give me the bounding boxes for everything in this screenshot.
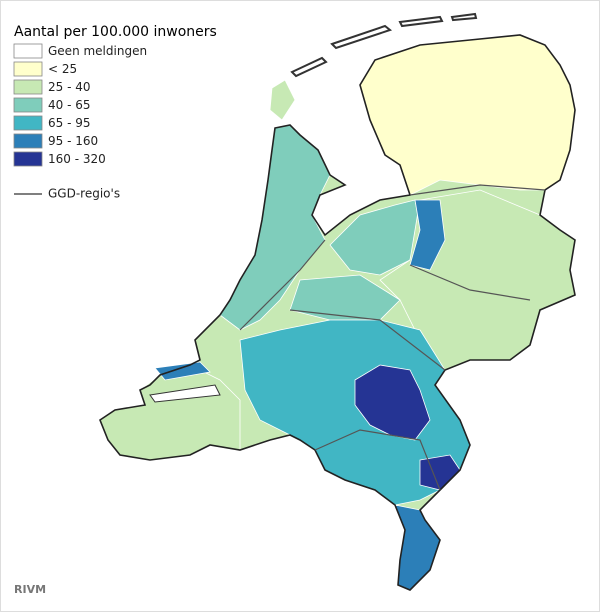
legend-swatch bbox=[13, 97, 43, 113]
wadden-island bbox=[450, 12, 478, 22]
legend-swatch bbox=[13, 133, 43, 149]
central-brabant bbox=[354, 364, 431, 441]
netherlands-map bbox=[99, 12, 576, 591]
ggd-boundary bbox=[239, 239, 326, 331]
map-title: Aantal per 100.000 inwoners bbox=[14, 24, 217, 40]
ggd-boundary bbox=[289, 309, 446, 371]
wadden-island bbox=[290, 56, 328, 78]
legend-label: 95 - 160 bbox=[48, 134, 98, 148]
ijssel-region bbox=[409, 199, 446, 271]
westerschelde bbox=[149, 384, 221, 403]
texel bbox=[269, 79, 296, 121]
ggd-boundary bbox=[314, 429, 441, 491]
legend-label: 40 - 65 bbox=[48, 98, 91, 112]
legend-label: Geen meldingen bbox=[48, 44, 147, 58]
ggd-boundary bbox=[409, 184, 546, 196]
legend-label: < 25 bbox=[48, 62, 77, 76]
legend-label: 160 - 320 bbox=[48, 152, 106, 166]
legend-label: 65 - 95 bbox=[48, 116, 91, 130]
legend-boundary-label: GGD-regio's bbox=[48, 187, 120, 201]
source-label: RIVM bbox=[14, 583, 46, 596]
legend-swatch bbox=[13, 79, 43, 95]
ggd-boundary bbox=[409, 264, 531, 301]
legend-swatch bbox=[13, 115, 43, 131]
coastline bbox=[99, 34, 576, 591]
zeeland-island bbox=[154, 361, 211, 381]
wadden-island bbox=[398, 15, 444, 28]
legend-label: 25 - 40 bbox=[48, 80, 91, 94]
legend: Geen meldingen < 25 25 - 40 40 - 65 65 - 95 9… bbox=[13, 43, 147, 201]
legend-swatch bbox=[13, 43, 43, 59]
legend-swatch bbox=[13, 61, 43, 77]
wadden-island bbox=[330, 24, 393, 50]
legend-swatch bbox=[13, 151, 43, 167]
